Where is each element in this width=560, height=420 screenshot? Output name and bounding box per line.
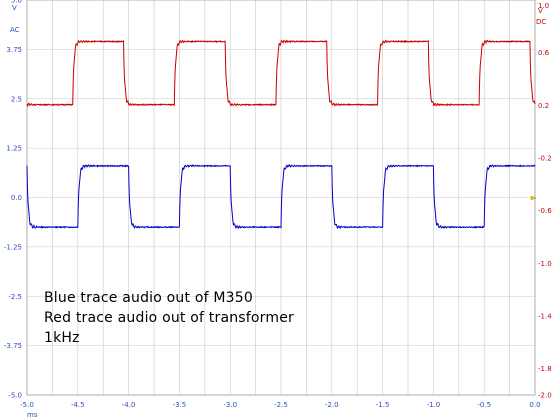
trace-series-1 [26, 39, 536, 108]
x-axis-tick-label: -1.5 [376, 401, 390, 409]
x-axis-tick-label: -4.0 [122, 401, 136, 409]
right-axis: V DC 1.0 0.6 0.2 -0.2 -0.6 -1.0 -1.4 -1.8 -2.0 [536, 2, 552, 400]
x-axis-tick-label: 0.0 [529, 401, 540, 409]
left-axis-unit-bottom: AC [10, 26, 20, 34]
left-axis-tick-label: -3.75 [4, 342, 22, 350]
left-axis-tick-label: -2.5 [8, 293, 22, 301]
trace-series-0 [26, 163, 536, 230]
x-axis-tick-label: -3.5 [173, 401, 187, 409]
annotation-blue: Blue trace audio out of M350 [44, 290, 253, 306]
left-axis-tick-label: -1.25 [4, 243, 22, 251]
x-axis-tick-label: -2.0 [325, 401, 339, 409]
right-axis-tick-label: -1.8 [538, 365, 552, 373]
right-axis-tick-label: 1.0 [538, 2, 549, 10]
x-axis-tick-label: -3.0 [223, 401, 237, 409]
right-axis-tick-label: 0.2 [538, 102, 549, 110]
left-axis-tick-label: 0.0 [11, 194, 22, 202]
left-axis: V AC 5.0 3.75 2.5 1.25 0.0 -1.25 -2.5 -3.75 -5.0 [4, 0, 22, 400]
right-axis-tick-label: 0.6 [538, 49, 550, 57]
x-axis-tick-label: -5.0 [20, 401, 34, 409]
left-axis-unit-top: V [12, 4, 17, 12]
traces [26, 39, 536, 230]
grid-lines [26, 0, 536, 396]
left-axis-tick-label: 3.75 [6, 46, 22, 54]
x-axis-unit: ms [27, 411, 38, 419]
right-axis-unit-top: V [538, 7, 543, 15]
left-axis-tick-label: 2.5 [11, 95, 22, 103]
right-axis-tick-label: -1.0 [538, 260, 552, 268]
x-axis-tick-label: -1.0 [427, 401, 441, 409]
x-axis-tick-label: -2.5 [274, 401, 288, 409]
right-axis-tick-label: -2.0 [538, 392, 552, 400]
right-axis-tick-label: -0.2 [538, 155, 552, 163]
annotation-red: Red trace audio out of transformer [44, 310, 295, 326]
annotation-freq: 1kHz [44, 330, 80, 346]
x-axis: ms -5.0 -4.5 -4.0 -3.5 -3.0 -2.5 -2.0 -1.5 -1.0 -… [20, 401, 540, 419]
right-axis-unit-bottom: DC [536, 18, 546, 26]
x-axis-tick-label: -4.5 [71, 401, 85, 409]
left-axis-tick-label: 5.0 [11, 0, 22, 5]
right-axis-tick-label: -1.4 [538, 313, 552, 321]
left-axis-tick-label: -5.0 [8, 392, 22, 400]
right-axis-tick-label: -0.6 [538, 207, 552, 215]
trigger-marker-icon [530, 195, 537, 201]
x-axis-tick-label: -0.5 [477, 401, 491, 409]
left-axis-tick-label: 1.25 [6, 145, 22, 153]
